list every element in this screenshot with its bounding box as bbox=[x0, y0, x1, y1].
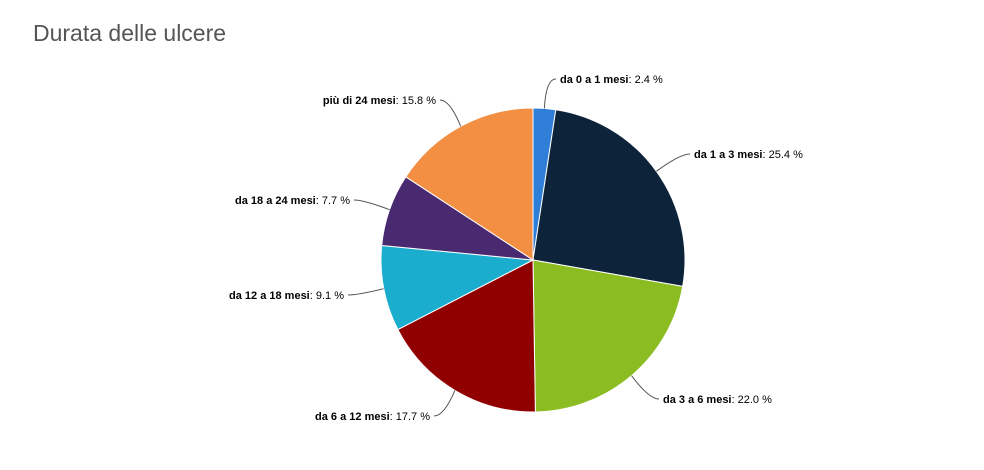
data-label-name: da 6 a 12 mesi bbox=[315, 411, 390, 423]
data-label: da 3 a 6 mesi: 22.0 % bbox=[663, 394, 772, 406]
data-label-value: : 15.8 % bbox=[396, 95, 437, 107]
data-label-value: : 9.1 % bbox=[310, 290, 344, 302]
data-label-name: da 3 a 6 mesi bbox=[663, 394, 732, 406]
label-connector bbox=[543, 78, 557, 109]
data-label: da 18 a 24 mesi: 7.7 % bbox=[235, 195, 350, 207]
data-label-name: da 18 a 24 mesi bbox=[235, 195, 316, 207]
label-connector bbox=[439, 99, 462, 127]
data-label-value: : 17.7 % bbox=[390, 411, 431, 423]
chart-title: Durata delle ulcere bbox=[33, 20, 227, 46]
label-connector bbox=[656, 153, 691, 172]
pie-slice[interactable] bbox=[380, 244, 534, 331]
label-connector bbox=[347, 288, 384, 296]
pie-slice[interactable] bbox=[405, 107, 534, 261]
data-label: più di 24 mesi: 15.8 % bbox=[323, 95, 436, 107]
label-connector bbox=[353, 199, 390, 211]
data-label-name: da 12 a 18 mesi bbox=[229, 290, 310, 302]
label-connector bbox=[631, 375, 660, 400]
data-label-name: da 0 a 1 mesi bbox=[560, 74, 629, 86]
pie-slice[interactable] bbox=[532, 259, 684, 413]
data-label: da 0 a 1 mesi: 2.4 % bbox=[560, 74, 663, 86]
data-label-value: : 22.0 % bbox=[732, 394, 773, 406]
data-label: da 12 a 18 mesi: 9.1 % bbox=[229, 290, 344, 302]
data-label: da 6 a 12 mesi: 17.7 % bbox=[315, 411, 430, 423]
label-connector bbox=[433, 390, 456, 417]
data-labels: da 0 a 1 mesi: 2.4 % da 1 a 3 mesi: 25.4 … bbox=[229, 74, 803, 423]
data-label-value: : 25.4 % bbox=[763, 149, 804, 161]
pie-slice[interactable] bbox=[532, 109, 686, 287]
data-label-value: : 2.4 % bbox=[629, 74, 663, 86]
data-label-name: più di 24 mesi bbox=[323, 95, 396, 107]
data-label-value: : 7.7 % bbox=[316, 195, 350, 207]
pie-slice[interactable] bbox=[397, 259, 536, 413]
data-label: da 1 a 3 mesi: 25.4 % bbox=[694, 149, 803, 161]
pie-slices bbox=[380, 107, 686, 413]
data-label-name: da 1 a 3 mesi bbox=[694, 149, 763, 161]
label-connectors bbox=[347, 78, 691, 417]
